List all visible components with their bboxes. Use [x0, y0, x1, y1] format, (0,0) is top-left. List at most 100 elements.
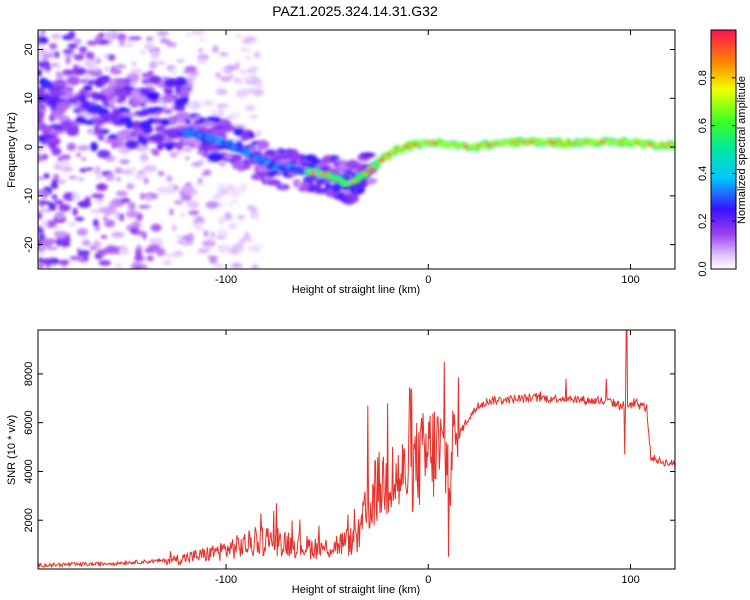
spectrogram-noise-cell [38, 227, 45, 233]
spectrogram-noise-cell [139, 192, 146, 200]
spectrogram-noise-cell [188, 210, 200, 216]
spectrogram-noise-cell [148, 75, 162, 85]
snr-y-label: SNR (10 * v/v) [6, 415, 18, 485]
spectrogram-noise-cell [91, 92, 106, 101]
spectrogram-noise-cell [182, 138, 195, 144]
spectrogram-noise-cell [66, 142, 77, 151]
spectrogram-noise-cell [148, 61, 158, 69]
spectrogram-ridge-core [386, 152, 392, 156]
spectrogram-noise-cell [94, 35, 101, 42]
spectrogram-noise-cell [77, 200, 92, 208]
spectrogram-noise-cell [232, 80, 244, 85]
spectrogram-noise-cell [97, 248, 108, 256]
x-tick-label: 0 [425, 274, 431, 286]
spectrogram-noise-cell [245, 80, 258, 85]
spectrogram-noise-cell [241, 40, 251, 44]
snr-x-label: Height of straight line (km) [292, 584, 420, 596]
spectrogram-noise-cell [141, 136, 149, 147]
spectrogram-noise-cell [345, 159, 360, 169]
spectrogram-noise-cell [176, 91, 190, 98]
spectrogram-noise-cell [150, 49, 161, 59]
spectrogram-noise-cell [333, 195, 344, 200]
spectrogram-noise-cell [326, 188, 334, 197]
spectrogram-noise-cell [38, 142, 42, 147]
spectrogram-noise-cell [104, 67, 110, 72]
spectrogram-noise-cell [202, 121, 216, 128]
spectrogram-noise-cell [120, 197, 131, 204]
spectrogram-ridge-core [355, 177, 361, 181]
spectrogram-noise-cell [85, 167, 94, 171]
spectrogram-noise-cell [236, 88, 251, 97]
spectrogram-noise-cell [175, 125, 190, 130]
spectrogram-noise-cell [81, 239, 91, 247]
spectrogram-noise-cell [195, 125, 208, 133]
spectrogram-noise-cell [38, 154, 44, 163]
spectrogram-noise-cell [114, 262, 123, 269]
spectrogram-noise-cell [366, 177, 376, 186]
spectrogram-noise-cell [182, 147, 193, 152]
spectrogram-noise-cell [169, 151, 178, 158]
spectrogram-noise-cell [256, 139, 270, 150]
spectrogram-noise-cell [210, 110, 222, 116]
spectrogram-noise-cell [68, 175, 77, 180]
spectrogram-noise-cell [247, 244, 259, 253]
spectrogram-noise-cell [132, 128, 144, 136]
spectrogram-noise-cell [48, 203, 57, 211]
spectrogram-ridge-core [352, 179, 358, 183]
spectrogram-noise-cell [145, 36, 154, 42]
spectrogram-frame [37, 29, 676, 270]
spectrogram-noise-cell [138, 205, 151, 209]
spectrogram-noise-cell [143, 42, 155, 51]
spectrogram-noise-cell [104, 219, 116, 228]
spectrogram-noise-cell [197, 248, 209, 254]
spectrogram-ridge-core [669, 143, 675, 147]
spectrogram-noise-cell [93, 125, 101, 133]
spectrogram-noise-cell [256, 130, 261, 137]
spectrogram-noise-cell [83, 255, 89, 261]
spectrogram-noise-cell [90, 141, 98, 152]
spectrogram-noise-cell [166, 42, 177, 48]
spectrogram-noise-cell [105, 173, 115, 182]
spectrogram-noise-cell [180, 185, 195, 193]
spectrogram-noise-cell [228, 246, 242, 255]
spectrogram-noise-cell [86, 40, 98, 46]
spectrogram-noise-cell [40, 50, 54, 55]
spectrogram-noise-cell [92, 208, 100, 213]
spectrogram-noise-cell [47, 96, 61, 103]
y-tick-label: 10 [23, 92, 35, 104]
snr-x-axis: -100 0 100 [215, 330, 640, 586]
spectrogram-heatmap [38, 30, 675, 269]
spectrogram-noise-cell [58, 179, 66, 184]
spectrogram-noise-cell [38, 60, 51, 68]
spectrogram-noise-cell [213, 264, 225, 268]
spectrogram-noise-cell [218, 216, 225, 225]
spectrogram-ridge-core [372, 164, 378, 167]
spectrogram-noise-cell [165, 142, 174, 151]
spectrogram-noise-cell [150, 133, 165, 143]
spectrogram-noise-cell [118, 247, 130, 256]
spectrogram-noise-cell [94, 118, 106, 126]
spectrogram-noise-cell [219, 188, 228, 196]
spectrogram-noise-cell [141, 72, 151, 79]
spectrogram-x-axis: -100 0 100 [215, 30, 640, 286]
spectrogram-noise-cell [292, 178, 301, 188]
spectrogram-noise-cell [76, 152, 81, 158]
spectrogram-noise-cell [140, 50, 146, 55]
spectrogram-noise-cell [40, 238, 54, 247]
spectrogram-noise-cell [201, 143, 209, 152]
spectrogram-noise-cell [38, 110, 43, 120]
y-tick-label: 0 [23, 144, 35, 150]
spectrogram-noise-cell [50, 181, 59, 190]
spectrogram-noise-cell [156, 61, 166, 65]
spectrogram-noise-cell [145, 196, 152, 202]
spectrogram-noise-cell [96, 149, 111, 159]
spectrogram-noise-cell [38, 211, 43, 221]
spectrogram-noise-cell [234, 33, 243, 39]
spectrogram-noise-cell [315, 180, 324, 186]
spectrogram-y-axis: -20 -10 0 10 20 [23, 43, 675, 253]
spectrogram-noise-cell [54, 211, 65, 220]
spectrogram-x-label: Height of straight line (km) [292, 284, 420, 296]
spectrogram-noise-cell [72, 108, 83, 113]
spectrogram-noise-cell [176, 239, 188, 245]
y-tick-label: 8000 [23, 362, 35, 386]
